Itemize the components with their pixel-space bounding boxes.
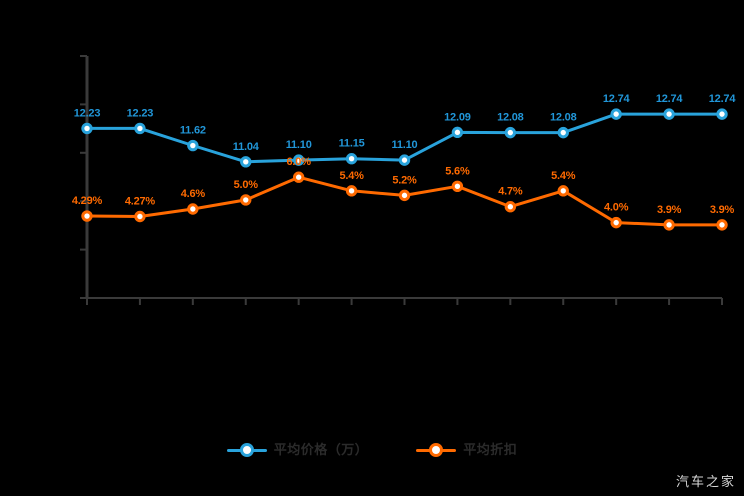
data-label: 4.29% [72, 195, 103, 207]
x-axis-ticks [86, 298, 723, 305]
data-label: 12.23 [74, 107, 101, 119]
data-label: 11.15 [339, 138, 365, 150]
data-label: 4.6% [181, 188, 206, 200]
legend-item-average-price[interactable]: 平均价格（万） [226, 438, 369, 462]
data-label: 12.74 [603, 93, 631, 105]
data-label: 4.27% [125, 195, 156, 207]
data-label: 5.4% [339, 170, 364, 182]
data-label: 12.08 [550, 112, 577, 124]
data-label: 12.08 [497, 112, 524, 124]
line-marker-icon [226, 443, 267, 457]
orange-data-points [81, 171, 728, 231]
data-label: 3.9% [657, 204, 682, 216]
data-label: 11.04 [233, 141, 260, 153]
legend-item-average-discount[interactable]: 平均折扣 [416, 438, 517, 462]
legend-label-average-discount: 平均折扣 [463, 442, 518, 457]
data-label: 12.23 [127, 107, 154, 119]
data-label: 11.10 [392, 139, 418, 151]
axis-group [80, 55, 723, 305]
data-label: 5.6% [445, 165, 470, 177]
data-label: 4.7% [498, 186, 523, 198]
data-label: 5.0% [234, 179, 259, 191]
series-line-blue: 12.23 12.23 11.62 11.04 11.10 11.15 11.10 12.09… [74, 93, 737, 168]
data-label: 5.2% [392, 174, 417, 186]
blue-data-labels: 12.23 12.23 11.62 11.04 11.10 11.15 11.10 12.09… [74, 93, 737, 153]
chart-legend: 平均价格（万） 平均折扣 [0, 436, 744, 464]
data-label: 3.9% [710, 204, 735, 216]
data-label: 11.62 [180, 125, 206, 137]
orange-data-labels: 4.29% 4.27% 4.6% 5.0% 6.0% 5.4% 5.2% 5.6% 4.7% 5.… [72, 156, 735, 216]
data-label: 12.09 [444, 111, 471, 123]
data-label: 12.74 [656, 93, 684, 105]
series-line-orange: 4.29% 4.27% 4.6% 5.0% 6.0% 5.4% 5.2% 5.6% 4.7% 5.… [72, 156, 735, 231]
data-label: 12.74 [709, 93, 737, 105]
data-label: 5.4% [551, 170, 576, 182]
blue-data-points [81, 108, 728, 168]
y-axis-ticks [80, 55, 87, 299]
legend-label-average-price: 平均价格（万） [273, 442, 369, 457]
line-marker-icon [416, 443, 457, 457]
data-label: 6.0% [287, 156, 312, 168]
data-label: 4.0% [604, 202, 629, 214]
watermark-autohome: 汽车之家 [675, 475, 736, 490]
data-label: 11.10 [286, 139, 312, 151]
